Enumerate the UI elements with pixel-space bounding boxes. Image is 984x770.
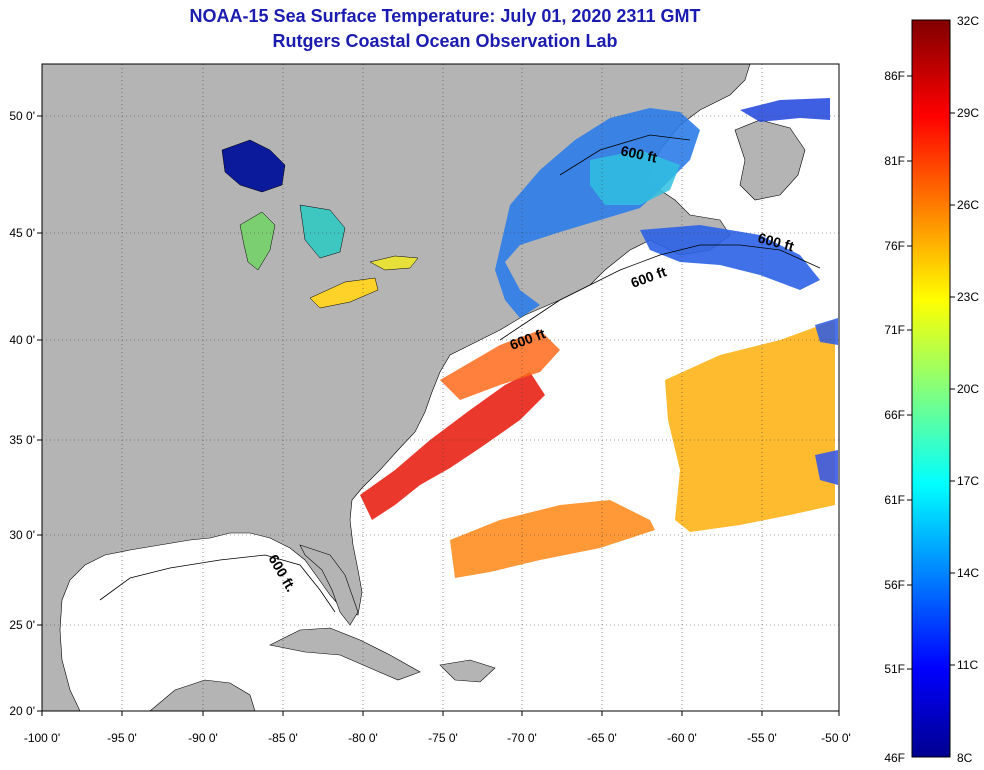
lake-ontario-sst xyxy=(369,255,419,271)
contour-label-1: 600 ft xyxy=(619,142,658,165)
lon-label: -85 0' xyxy=(268,731,298,745)
sst-cold-northeast-edge xyxy=(815,318,838,345)
colorbar-c-label: 32C xyxy=(957,14,979,28)
colorbar-f-label: 86F xyxy=(884,69,905,83)
lon-label: -50 0' xyxy=(821,731,851,745)
sst-atlantic-east-cool xyxy=(815,450,838,485)
graticule xyxy=(42,64,839,711)
map-title: NOAA-15 Sea Surface Temperature: July 01… xyxy=(189,6,701,26)
colorbar xyxy=(911,19,951,758)
lat-label: 45 0' xyxy=(9,226,35,240)
sst-warm-shelf xyxy=(440,330,560,400)
sst-cool-shelf xyxy=(590,150,680,205)
map-subtitle: Rutgers Coastal Ocean Observation Lab xyxy=(272,31,618,51)
colorbar-c-label: 14C xyxy=(957,566,979,580)
lon-label: -95 0' xyxy=(107,731,137,745)
lake-michigan-sst xyxy=(239,211,276,271)
colorbar-f-label: 46F xyxy=(884,751,905,765)
land-cuba xyxy=(269,627,421,681)
lat-label: 35 0' xyxy=(9,433,35,447)
colorbar-ticks xyxy=(907,75,955,670)
colorbar-c-label: 8C xyxy=(957,751,973,765)
lake-huron-sst xyxy=(299,204,346,259)
map-border xyxy=(41,63,840,712)
lon-label: -100 0' xyxy=(24,731,60,745)
lake-erie-sst xyxy=(309,277,379,309)
colorbar-f-label: 66F xyxy=(884,408,905,422)
colorbar-f-label: 51F xyxy=(884,662,905,676)
land-hispaniola xyxy=(439,659,496,683)
lon-label: -60 0' xyxy=(667,731,697,745)
lon-label: -90 0' xyxy=(188,731,218,745)
contour-600ft-gulf xyxy=(99,554,336,613)
sst-cool-maine xyxy=(640,225,820,290)
lat-label: 50 0' xyxy=(9,109,35,123)
lat-label: 40 0' xyxy=(9,333,35,347)
sst-gulf-stream xyxy=(360,372,545,520)
axis-ticks xyxy=(37,115,840,716)
lat-label: 30 0' xyxy=(9,528,35,542)
land-newfoundland xyxy=(734,119,806,201)
lat-label: 25 0' xyxy=(9,618,35,632)
colorbar-c-label: 17C xyxy=(957,474,979,488)
lon-label: -65 0' xyxy=(587,731,617,745)
lake-superior-sst xyxy=(221,139,286,193)
sst-atlantic-east xyxy=(665,320,835,532)
colorbar-f-label: 76F xyxy=(884,239,905,253)
colorbar-c-label: 20C xyxy=(957,382,979,396)
contour-600ft-north xyxy=(499,244,821,341)
contour-600ft-stlawrence xyxy=(559,134,691,176)
colorbar-f-label: 61F xyxy=(884,493,905,507)
lon-label: -80 0' xyxy=(348,731,378,745)
colorbar-f-label: 81F xyxy=(884,154,905,168)
lon-label: -70 0' xyxy=(507,731,537,745)
land-yucatan xyxy=(149,679,256,711)
lon-label: -75 0' xyxy=(428,731,458,745)
lon-label: -55 0' xyxy=(747,731,777,745)
colorbar-f-label: 56F xyxy=(884,578,905,592)
sst-atlantic-south xyxy=(450,500,655,578)
colorbar-c-label: 26C xyxy=(957,198,979,212)
colorbar-c-label: 29C xyxy=(957,106,979,120)
colorbar-c-label: 23C xyxy=(957,290,979,304)
colorbar-f-label: 71F xyxy=(884,323,905,337)
lat-label: 20 0' xyxy=(9,704,35,718)
colorbar-c-label: 11C xyxy=(957,658,978,672)
